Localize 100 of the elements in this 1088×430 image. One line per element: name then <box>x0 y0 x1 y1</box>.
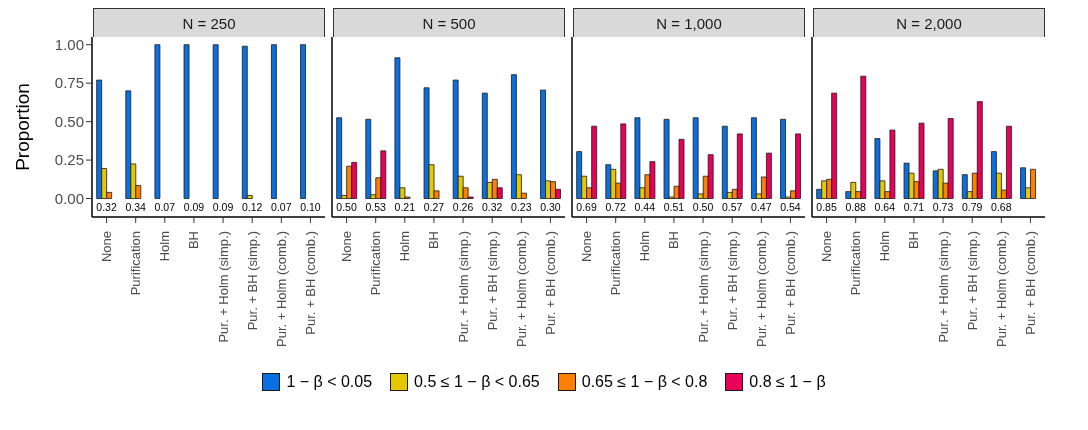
bar <box>976 101 983 199</box>
x-tick-label: Pur. + Holm (comb.) <box>273 231 289 347</box>
x-tick-label: Pur. + Holm (simp.) <box>215 231 231 343</box>
x-tick-label: Purification <box>608 231 624 296</box>
bar <box>947 118 954 199</box>
bar <box>154 44 161 199</box>
x-tick-label: None <box>819 231 835 263</box>
x-tick-label: BH <box>906 231 922 250</box>
x-tick-label: BH <box>186 231 202 250</box>
annotation: 0.23 <box>511 200 532 213</box>
bar <box>751 117 757 199</box>
bar <box>634 117 641 199</box>
y-tick-label: 0.50 <box>54 112 84 130</box>
annotation: 0.69 <box>576 200 597 213</box>
annotation: 0.85 <box>816 200 837 213</box>
bar <box>1020 167 1026 199</box>
bar <box>271 44 277 199</box>
bar <box>692 117 699 199</box>
x-tick-label: Pur. + Holm (simp.) <box>935 231 951 343</box>
x-tick-label: Pur. + Holm (comb.) <box>753 231 769 347</box>
annotation: 0.71 <box>903 200 925 213</box>
x-tick-label: Pur. + BH (comb.) <box>1022 231 1038 335</box>
bar <box>576 151 583 199</box>
y-tick-label: 0.25 <box>54 151 84 169</box>
bar <box>336 117 343 199</box>
x-tick-label: Purification <box>368 231 384 296</box>
annotation: 0.53 <box>365 200 387 213</box>
annotation: 0.88 <box>845 200 867 213</box>
x-tick-label: Pur. + BH (comb.) <box>542 231 558 335</box>
bar <box>736 133 743 199</box>
annotation: 0.50 <box>336 200 357 213</box>
bar <box>300 44 306 199</box>
annotation: 0.27 <box>423 200 445 213</box>
x-tick-label: Pur. + Holm (comb.) <box>993 231 1009 347</box>
annotation: 0.07 <box>271 200 292 213</box>
annotation: 0.51 <box>663 200 685 213</box>
bar <box>961 174 968 199</box>
annotation: 0.57 <box>721 200 743 213</box>
legend-label: 1 − β < 0.05 <box>286 373 373 391</box>
x-tick-label: Pur. + BH (comb.) <box>302 231 318 335</box>
bar <box>780 118 786 199</box>
x-tick-label: None <box>99 231 115 263</box>
annotation: 0.32 <box>96 200 117 213</box>
y-tick-label: 1.00 <box>54 36 84 54</box>
annotation: 0.09 <box>212 200 234 213</box>
annotation: 0.47 <box>751 200 772 213</box>
bar <box>663 118 670 199</box>
chart-title: N = 2,000 <box>813 8 1045 37</box>
annotation: 0.30 <box>540 200 561 213</box>
x-tick-label: Holm <box>397 231 413 262</box>
bar <box>707 154 714 199</box>
bar <box>125 90 132 199</box>
x-tick-label: Pur. + BH (simp.) <box>724 231 740 331</box>
annotation: 0.72 <box>605 200 627 213</box>
annotation: 0.07 <box>154 200 176 213</box>
x-tick-label: Purification <box>128 231 144 296</box>
bar <box>365 118 372 199</box>
annotation: 0.64 <box>874 200 896 213</box>
y-tick-label: 0.75 <box>54 74 84 92</box>
annotation: 0.32 <box>481 200 503 213</box>
bar <box>212 44 219 199</box>
x-tick-label: Holm <box>877 231 893 262</box>
annotation: 0.10 <box>300 200 321 213</box>
bar <box>721 125 728 199</box>
annotation: 0.44 <box>634 200 656 213</box>
chart-title: N = 500 <box>333 8 565 37</box>
annotation: 0.50 <box>692 200 714 213</box>
x-tick-label: Pur. + Holm (simp.) <box>455 231 471 343</box>
bar <box>96 79 103 199</box>
x-tick-label: Holm <box>157 231 173 262</box>
x-tick-label: Pur. + BH (simp.) <box>964 231 980 331</box>
annotation: 0.26 <box>452 200 474 213</box>
bar <box>481 92 488 199</box>
x-tick-label: Pur. + Holm (comb.) <box>513 231 529 347</box>
x-tick-label: None <box>339 231 355 263</box>
annotation: 0.12 <box>241 200 263 213</box>
legend-label: 0.5 ≤ 1 − β < 0.65 <box>414 373 540 391</box>
annotation: 0.21 <box>394 200 416 213</box>
x-tick-label: Pur. + BH (comb.) <box>782 231 798 335</box>
x-tick-label: Holm <box>637 231 653 262</box>
chart-title: N = 1,000 <box>573 8 805 37</box>
y-axis-title: Proportion <box>11 83 33 171</box>
x-tick-label: None <box>579 231 595 263</box>
x-tick-label: BH <box>666 231 682 250</box>
x-tick-label: Pur. + BH (simp.) <box>484 231 500 331</box>
annotation: 0.34 <box>125 200 147 213</box>
legend-label: 0.65 ≤ 1 − β < 0.8 <box>581 373 708 391</box>
bar <box>937 168 944 199</box>
x-tick-label: BH <box>426 231 442 250</box>
x-tick-label: Pur. + BH (simp.) <box>244 231 260 331</box>
y-tick-label: 0.00 <box>54 189 84 207</box>
annotation: 0.73 <box>932 200 954 213</box>
legend-label: 0.8 ≤ 1 − β <box>749 373 826 391</box>
x-tick-label: Pur. + Holm (simp.) <box>695 231 711 343</box>
annotation: 0.79 <box>961 200 983 213</box>
annotation: 0.68 <box>991 200 1012 213</box>
annotation: 0.09 <box>183 200 205 213</box>
bar <box>183 44 190 199</box>
chart-title: N = 250 <box>93 8 325 37</box>
x-tick-label: Purification <box>848 231 864 296</box>
